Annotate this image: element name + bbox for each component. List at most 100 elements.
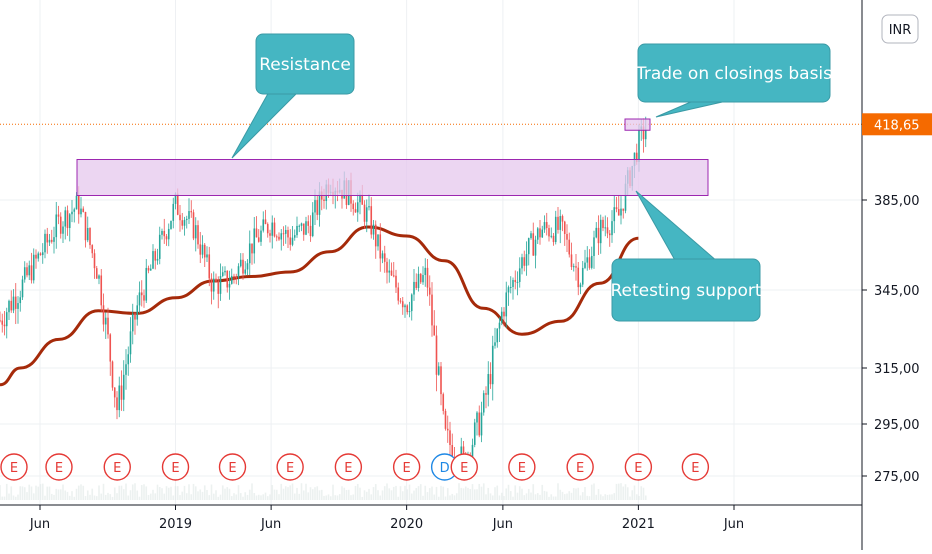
event-marker-circle[interactable] — [218, 453, 247, 481]
candle-body — [46, 233, 49, 243]
candle-body — [116, 397, 118, 411]
callouts-layer[interactable]: Resistance Trade on closings basis Retesti… — [231, 33, 832, 322]
earnings-marker[interactable]: E — [334, 453, 363, 481]
candle-body — [68, 214, 71, 229]
candle-body — [107, 317, 109, 335]
volume-bar — [581, 492, 584, 500]
volume-bar — [266, 496, 269, 500]
event-marker-circle[interactable] — [624, 453, 653, 481]
candle-body — [156, 258, 159, 261]
candle-body — [91, 245, 94, 254]
candle-body — [8, 300, 10, 313]
candle-body — [635, 152, 638, 162]
resistance-callout[interactable]: Resistance — [231, 33, 355, 159]
candle-body — [12, 296, 15, 311]
volume-bar — [577, 487, 580, 500]
candle-body — [255, 228, 258, 238]
candle-body — [410, 294, 413, 312]
candle-body — [32, 254, 35, 281]
currency-badge[interactable]: INR — [881, 14, 919, 44]
earnings-marker[interactable]: E — [392, 453, 421, 481]
candle-body — [318, 191, 321, 215]
candle-body — [536, 228, 539, 240]
trade-note-callout[interactable]: Trade on closings basis — [635, 43, 832, 118]
price-axis-panel[interactable] — [862, 0, 932, 550]
event-marker-circle[interactable] — [508, 453, 536, 481]
volume-bar — [341, 486, 343, 500]
candle-body — [476, 412, 478, 423]
earnings-marker[interactable]: E — [276, 453, 304, 481]
candle-body — [199, 244, 202, 255]
candle-body — [579, 284, 582, 288]
earnings-marker[interactable]: E — [508, 453, 536, 481]
earnings-marker[interactable]: E — [218, 453, 247, 481]
volume-bar — [392, 486, 395, 500]
candle-body — [118, 385, 121, 411]
retest-callout[interactable]: Retesting support — [610, 190, 762, 322]
breakout-box[interactable] — [624, 118, 651, 131]
event-marker-circle[interactable] — [103, 453, 131, 481]
volume-bar — [433, 494, 436, 500]
candle-body — [275, 236, 278, 238]
candle-body — [615, 207, 618, 210]
event-marker-circle[interactable] — [681, 453, 710, 481]
volume-bar — [95, 496, 98, 500]
earnings-marker[interactable]: E — [681, 453, 710, 481]
event-marker-circle[interactable] — [566, 453, 594, 481]
volume-bar — [158, 487, 161, 500]
volume-bar — [217, 496, 220, 500]
volume-bar — [248, 489, 251, 500]
event-marker-circle[interactable] — [392, 453, 421, 481]
event-marker-circle[interactable] — [276, 453, 304, 481]
candle-body — [113, 387, 116, 398]
volume-bar — [77, 485, 80, 500]
candle-body — [224, 270, 226, 273]
volume-bar — [352, 494, 355, 500]
earnings-marker[interactable]: E — [450, 453, 478, 481]
event-marker-circle[interactable] — [450, 453, 478, 481]
event-marker-label: E — [403, 461, 411, 476]
volume-bar — [644, 495, 647, 500]
earnings-marker[interactable]: E — [45, 453, 73, 481]
candle-body — [244, 269, 247, 274]
candle-body — [611, 221, 613, 236]
candle-body — [176, 193, 179, 215]
volume-bar — [444, 496, 447, 500]
candle-body — [95, 268, 98, 279]
volume-bar — [485, 494, 487, 500]
trade-note-callout-box[interactable] — [637, 43, 831, 103]
event-marker-circle[interactable] — [161, 453, 190, 481]
event-marker-circle[interactable] — [45, 453, 73, 481]
candle-body — [541, 229, 544, 238]
volume-bar — [125, 483, 127, 500]
earnings-marker[interactable]: E — [103, 453, 131, 481]
volume-bar — [487, 487, 490, 500]
candle-body — [622, 208, 625, 211]
event-marker-circle[interactable] — [0, 453, 28, 481]
candle-body — [530, 233, 532, 239]
earnings-marker[interactable]: E — [624, 453, 653, 481]
candle-body — [534, 239, 537, 256]
time-axis-panel[interactable] — [0, 505, 862, 550]
resistance-zone[interactable] — [76, 159, 709, 196]
candle-body — [638, 129, 640, 162]
candle-body — [284, 229, 287, 234]
currency-badge-box[interactable] — [881, 14, 919, 44]
earnings-marker[interactable]: E — [566, 453, 594, 481]
event-marker-label: E — [576, 461, 584, 476]
event-marker-circle[interactable] — [334, 453, 363, 481]
candle-body — [512, 279, 514, 287]
volume-bar — [523, 495, 526, 500]
volume-bar — [156, 484, 159, 500]
resistance-callout-box[interactable] — [255, 33, 355, 95]
candle-body — [597, 227, 600, 244]
earnings-marker[interactable]: E — [161, 453, 190, 481]
dividend-marker[interactable]: D — [430, 453, 459, 481]
resistance-zone-layer[interactable] — [76, 118, 709, 196]
retest-callout-box[interactable] — [611, 258, 761, 322]
candle-body — [498, 322, 501, 329]
earnings-marker[interactable]: E — [0, 453, 28, 481]
